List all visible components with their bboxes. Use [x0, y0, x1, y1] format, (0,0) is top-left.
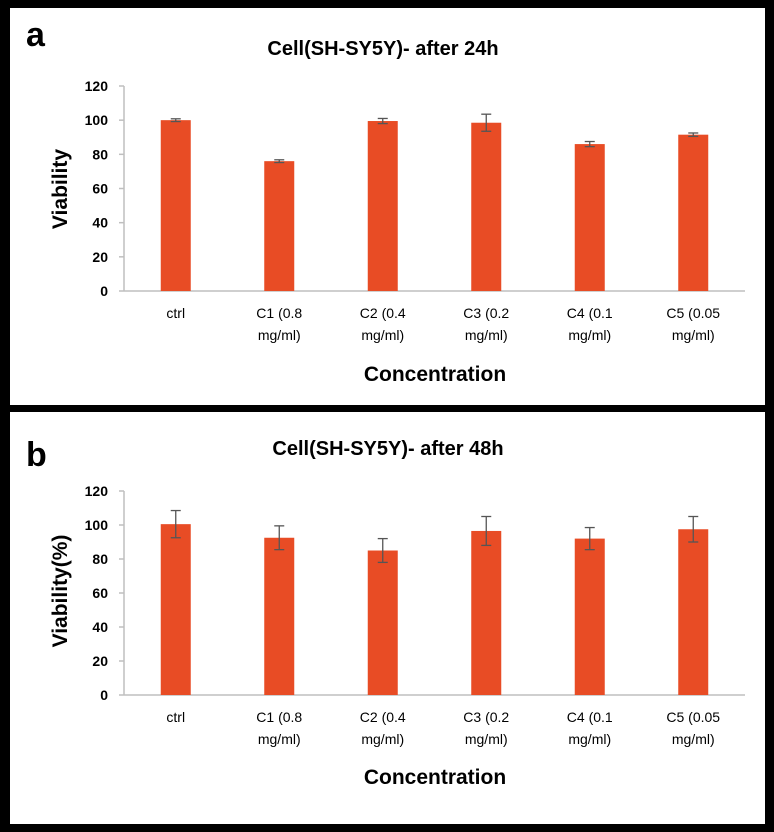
panel-b-y-tick-label: 0	[100, 687, 108, 703]
panel-a-category-label-2: C2 (0.4 mg/ml)	[360, 305, 406, 343]
panel-a-y-tick-label: 20	[92, 249, 108, 265]
panel-b-y-tick-label: 20	[92, 653, 108, 669]
panel-a-y-tick-label: 100	[85, 112, 109, 128]
panel-b-y-tick-label: 40	[92, 619, 108, 635]
panel-a-title: Cell(SH-SY5Y)- after 24h	[267, 38, 498, 60]
panel-a-label: a	[26, 16, 46, 54]
panel-a-category-label-5: C5 (0.05 mg/ml)	[666, 305, 720, 343]
panel-a-y-axis-label: Viability	[49, 149, 72, 229]
panel-b-y-tick-label: 120	[85, 483, 109, 499]
panel-b-bar-1	[264, 537, 295, 695]
panel-b-bar-5	[678, 529, 709, 695]
chart-panel-a: a Cell(SH-SY5Y)- after 24h Viability Con…	[10, 8, 765, 405]
panel-b-bar-0	[160, 524, 191, 695]
panel-a-bar-3	[471, 122, 502, 292]
panel-b-category-label-1: C1 (0.8 mg/ml)	[256, 709, 302, 747]
panel-a-error-bar-2	[377, 117, 388, 125]
panel-b-category-label-2: C2 (0.4 mg/ml)	[360, 709, 406, 747]
panel-a-error-bar-5	[688, 132, 699, 138]
panel-a-y-tick-label: 0	[100, 283, 108, 299]
panel-b-error-bar-0	[170, 509, 181, 539]
panel-b-error-bar-2	[377, 537, 388, 564]
panel-b-y-axis-label: Viability(%)	[49, 535, 72, 648]
panel-a-error-bar-4	[584, 140, 595, 148]
panel-b-error-bar-4	[584, 526, 595, 551]
panel-b-error-bar-5	[688, 515, 699, 543]
panel-a-category-label-3: C3 (0.2 mg/ml)	[463, 305, 509, 343]
panel-a-error-bar-0	[170, 118, 181, 123]
panel-b-bar-3	[471, 530, 502, 695]
chart-panel-b: b Cell(SH-SY5Y)- after 48h Viability(%) …	[10, 412, 765, 824]
panel-a-y-tick-label: 60	[92, 181, 108, 197]
panel-b-category-label-0: ctrl	[166, 709, 185, 725]
panel-a-bar-0	[160, 120, 191, 292]
panel-a-bar-2	[367, 121, 398, 291]
panel-a-category-label-1: C1 (0.8 mg/ml)	[256, 305, 302, 343]
panel-a-bar-5	[678, 134, 709, 291]
panel-a-x-axis-label: Concentration	[364, 363, 506, 386]
panel-a-error-bar-1	[274, 159, 285, 164]
panel-b-y-tick-label: 80	[92, 551, 108, 567]
panel-a-bar-1	[264, 161, 295, 291]
panel-b-x-axis-label: Concentration	[364, 766, 506, 789]
panel-a-bar-4	[574, 144, 605, 291]
panel-b-plot-area: 0 20 40 60 80 100 120 ctrl C1 (0.8 mg/ml) C2 (0.4 m…	[85, 483, 745, 747]
panel-b-category-label-4: C4 (0.1 mg/ml)	[567, 709, 613, 747]
panel-a-plot-area: 0 20 40 60 80 100 120 ctrl C1 (0.8 mg/ml) C2 (0.4 m…	[85, 78, 745, 343]
panel-b-error-bar-1	[274, 525, 285, 551]
panel-b-category-label-3: C3 (0.2 mg/ml)	[463, 709, 509, 747]
panel-b-bar-2	[367, 550, 398, 695]
panel-b-bar-4	[574, 538, 605, 695]
panel-b-title: Cell(SH-SY5Y)- after 48h	[272, 438, 503, 460]
panel-a-y-tick-label: 40	[92, 215, 108, 231]
panel-a-y-tick-label: 80	[92, 146, 108, 162]
panel-a-y-tick-label: 120	[85, 78, 109, 94]
panel-b-label: b	[26, 436, 47, 474]
panel-b-y-tick-label: 100	[85, 517, 109, 533]
panel-a-category-label-4: C4 (0.1 mg/ml)	[567, 305, 613, 343]
panel-a-error-bar-3	[481, 113, 492, 132]
panel-b-category-label-5: C5 (0.05 mg/ml)	[666, 709, 720, 747]
panel-b-error-bar-3	[481, 515, 492, 547]
panel-b-y-tick-label: 60	[92, 585, 108, 601]
panel-a-category-label-0: ctrl	[166, 305, 185, 321]
